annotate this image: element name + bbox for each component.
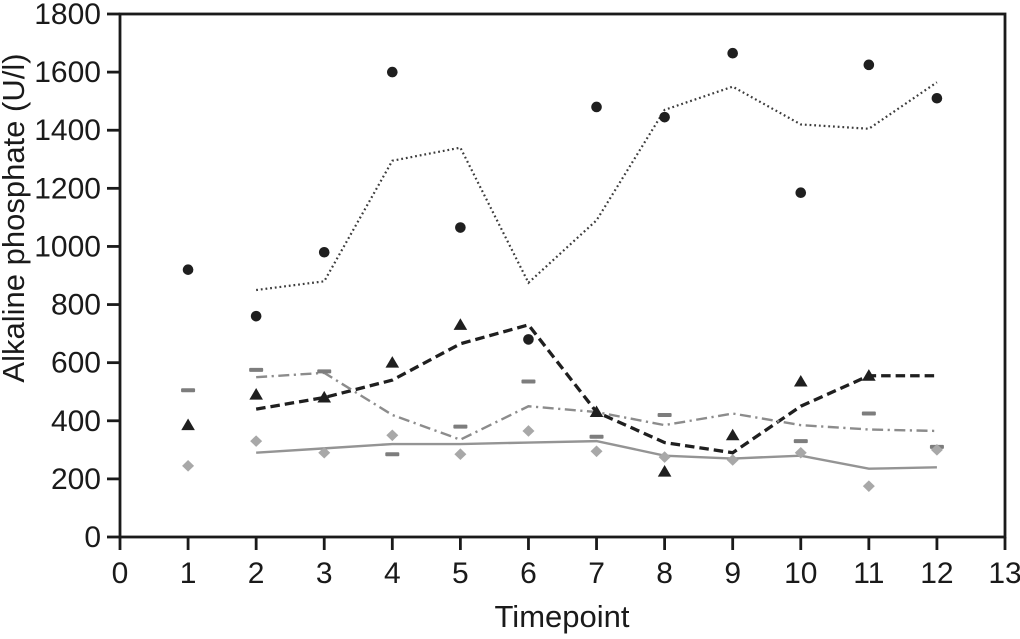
x-tick-label: 6 xyxy=(520,557,537,590)
x-tick-label: 9 xyxy=(724,557,741,590)
y-tick-label: 1200 xyxy=(34,172,101,205)
marker-filled-circles xyxy=(795,187,807,198)
y-tick-label: 400 xyxy=(51,405,101,438)
x-axis-title: Timepoint xyxy=(495,599,630,634)
marker-filled-triangles xyxy=(589,405,604,418)
marker-gray-diamonds xyxy=(454,448,467,460)
marker-gray-dashes xyxy=(249,367,264,372)
marker-gray-diamonds xyxy=(318,446,331,459)
x-tick-label: 5 xyxy=(452,557,469,590)
marker-filled-circles xyxy=(455,222,466,233)
y-tick-label: 800 xyxy=(51,289,101,322)
x-tick-label: 3 xyxy=(316,557,333,590)
y-tick-label: 0 xyxy=(84,521,101,554)
y-tick-label: 200 xyxy=(51,463,101,496)
x-tick-label: 11 xyxy=(853,557,884,590)
x-tick-label: 12 xyxy=(920,557,953,590)
y-tick-label: 1600 xyxy=(34,56,101,89)
marker-filled-triangles xyxy=(793,374,808,387)
marker-gray-diamonds xyxy=(930,444,943,456)
line-series-solid-line xyxy=(256,439,937,470)
marker-gray-dashes xyxy=(453,424,468,429)
marker-filled-circles xyxy=(523,334,534,345)
y-tick-label: 1400 xyxy=(34,114,101,147)
x-tick-label: 1 xyxy=(180,557,197,590)
marker-gray-dashes xyxy=(793,439,808,444)
marker-filled-triangles xyxy=(249,388,263,400)
marker-gray-diamonds xyxy=(726,454,739,466)
x-tick-label: 8 xyxy=(656,557,673,590)
marker-filled-circles xyxy=(591,101,602,113)
marker-filled-triangles xyxy=(862,369,876,381)
x-tick-label: 0 xyxy=(112,557,129,590)
x-tick-label: 2 xyxy=(248,557,265,590)
marker-gray-diamonds xyxy=(794,446,807,459)
x-tick-label: 10 xyxy=(784,557,817,590)
marker-gray-dashes xyxy=(861,411,876,416)
marker-filled-triangles xyxy=(385,356,400,368)
marker-gray-dashes xyxy=(181,388,196,393)
marker-gray-dashes xyxy=(385,452,400,457)
x-tick-label: 7 xyxy=(588,557,605,590)
plot-border xyxy=(118,12,1007,539)
marker-gray-dashes xyxy=(317,369,332,374)
marker-filled-circles xyxy=(727,47,738,59)
x-tick-label: 13 xyxy=(988,557,1020,590)
marker-filled-circles xyxy=(863,59,875,71)
marker-filled-circles xyxy=(387,66,398,78)
marker-gray-diamonds xyxy=(386,429,399,442)
x-tick-label: 4 xyxy=(384,557,401,590)
y-tick-label: 1800 xyxy=(34,0,101,31)
marker-filled-circles xyxy=(318,246,330,258)
y-tick-label: 1000 xyxy=(34,230,101,263)
marker-filled-triangles xyxy=(453,318,468,330)
marker-filled-triangles xyxy=(725,428,740,441)
marker-gray-diamonds xyxy=(862,480,875,492)
marker-filled-circles xyxy=(182,264,194,275)
marker-filled-triangles xyxy=(181,418,195,431)
marker-gray-dashes xyxy=(589,434,604,439)
marker-gray-dashes xyxy=(657,412,672,417)
marker-gray-diamonds xyxy=(590,445,603,458)
marker-filled-triangles xyxy=(317,390,332,403)
line-series-dashed-line xyxy=(255,323,937,455)
marker-gray-diamonds xyxy=(658,451,671,463)
y-axis-title: Alkaline phosphate (U/l) xyxy=(0,53,31,382)
marker-filled-circles xyxy=(659,111,670,123)
marker-gray-diamonds xyxy=(182,460,195,472)
marker-filled-triangles xyxy=(657,465,672,477)
marker-gray-dashes xyxy=(521,379,536,384)
marker-gray-diamonds xyxy=(522,425,535,437)
line-series-dotted-line xyxy=(256,81,938,292)
marker-filled-circles xyxy=(250,310,262,322)
marker-gray-diamonds xyxy=(250,435,263,447)
y-tick-label: 600 xyxy=(51,347,101,380)
marker-filled-circles xyxy=(931,92,943,104)
